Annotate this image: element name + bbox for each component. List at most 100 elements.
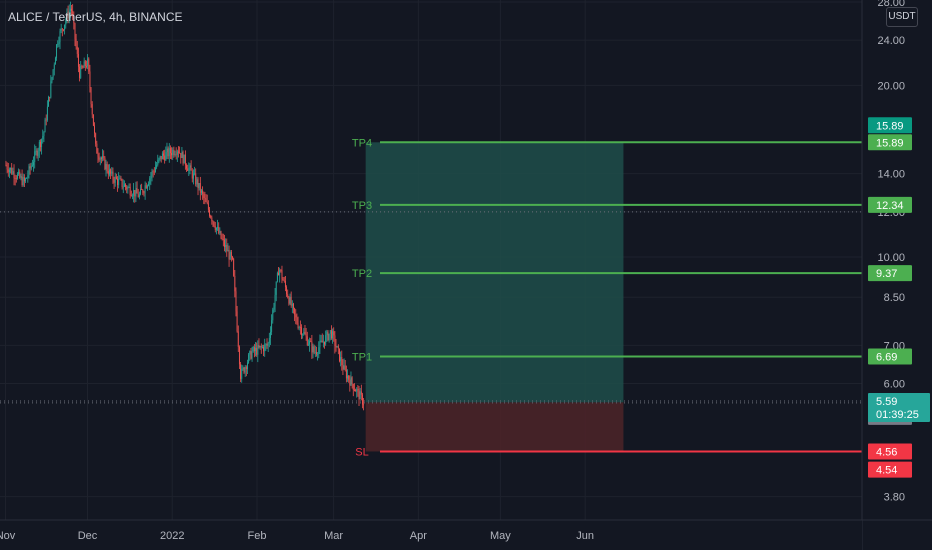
- candle-body: [326, 331, 328, 336]
- candle-body: [314, 352, 316, 354]
- candle-body: [67, 12, 69, 19]
- candle-body: [169, 148, 171, 154]
- candle-body: [37, 150, 39, 156]
- current-price-tag-bg: [868, 393, 930, 423]
- candle-body: [58, 42, 60, 44]
- time-tick-label: Nov: [0, 530, 16, 542]
- time-tick-label: Apr: [410, 530, 427, 542]
- currency-button[interactable]: USDT: [886, 7, 918, 27]
- candle-body: [224, 239, 225, 247]
- candle-body: [227, 250, 229, 252]
- candle-body: [266, 344, 268, 346]
- candle-body: [360, 391, 362, 395]
- candle-body: [355, 390, 357, 392]
- candle-body: [329, 330, 331, 334]
- candle-body: [10, 167, 12, 170]
- candle-body: [236, 311, 238, 332]
- candle-body: [242, 367, 244, 369]
- candle-body: [212, 221, 214, 222]
- candle-body: [184, 154, 186, 166]
- candle-body: [119, 178, 121, 180]
- candle-body: [98, 156, 100, 160]
- candle-body: [336, 346, 338, 348]
- candle-body: [217, 226, 219, 228]
- time-tick-label: Jun: [576, 530, 594, 542]
- candle-body: [220, 231, 222, 239]
- candle-body: [303, 331, 305, 335]
- candle-body: [327, 331, 329, 341]
- candle-body: [363, 404, 365, 406]
- candle-body: [107, 171, 109, 175]
- candle-body: [313, 346, 315, 353]
- candle-body: [312, 346, 314, 353]
- candle-body: [353, 389, 355, 391]
- candle-body: [299, 327, 301, 328]
- candle-body: [281, 270, 283, 280]
- candle-body: [115, 176, 117, 179]
- candle-body: [362, 394, 363, 405]
- candle-body: [261, 346, 263, 348]
- candle-body: [142, 189, 144, 193]
- candle-body: [330, 330, 332, 339]
- candle-body: [76, 46, 78, 54]
- candle-body: [31, 165, 33, 167]
- candle-body: [284, 280, 286, 288]
- candle-body: [79, 66, 81, 78]
- candle-body: [247, 362, 248, 370]
- candle-body: [84, 61, 86, 67]
- candle-body: [263, 346, 265, 352]
- candle-body: [15, 178, 17, 180]
- candle-body: [36, 150, 38, 156]
- candle-body: [190, 165, 192, 171]
- candle-body: [321, 340, 323, 343]
- candle-body: [132, 195, 133, 197]
- candle-body: [268, 338, 270, 344]
- price-tick-label: 8.50: [884, 292, 905, 304]
- symbol-title[interactable]: ALICE / TetherUS, 4h, BINANCE: [8, 10, 183, 24]
- candle-body: [248, 354, 250, 363]
- candle-body: [26, 177, 28, 179]
- stop-zone-tag-bg: [868, 461, 912, 478]
- candle-body: [235, 291, 237, 312]
- candle-body: [113, 179, 115, 183]
- take-profit-tag: 15.89: [876, 137, 904, 149]
- candle-body: [52, 69, 54, 78]
- candle-body: [259, 345, 261, 348]
- candle-body: [319, 340, 321, 348]
- candle-body: [203, 193, 205, 198]
- candle-body: [29, 166, 31, 169]
- candle-body: [348, 375, 350, 380]
- candle-body: [218, 226, 220, 234]
- candle-body: [73, 16, 75, 24]
- candle-body: [271, 320, 273, 332]
- candle-body: [311, 341, 313, 353]
- candle-body: [335, 346, 337, 348]
- candle-body: [204, 197, 206, 199]
- candle-body: [296, 317, 298, 324]
- candle-body: [89, 71, 91, 89]
- candle-body: [77, 53, 79, 67]
- candle-body: [43, 132, 45, 137]
- candle-body: [201, 190, 202, 193]
- take-profit-label: TP3: [352, 200, 372, 212]
- candle-body: [252, 347, 254, 352]
- candle-body: [103, 156, 105, 158]
- candle-body: [198, 183, 200, 189]
- candle-body: [215, 227, 217, 230]
- candle-body: [61, 28, 63, 30]
- take-profit-tag-bg: [868, 265, 912, 282]
- candle-body: [183, 154, 185, 164]
- candle-body: [134, 189, 136, 197]
- candle-body: [344, 365, 346, 370]
- candle-body: [105, 164, 107, 170]
- candle-body: [71, 8, 72, 11]
- candle-body: [117, 178, 118, 185]
- price-tick-label: 28.00: [877, 0, 905, 9]
- candle-body: [149, 178, 151, 184]
- target-zone-tag: 15.89: [876, 120, 904, 132]
- candle-body: [275, 281, 277, 295]
- candle-body: [95, 133, 97, 144]
- candle-body: [83, 61, 85, 68]
- candle-body: [163, 153, 164, 156]
